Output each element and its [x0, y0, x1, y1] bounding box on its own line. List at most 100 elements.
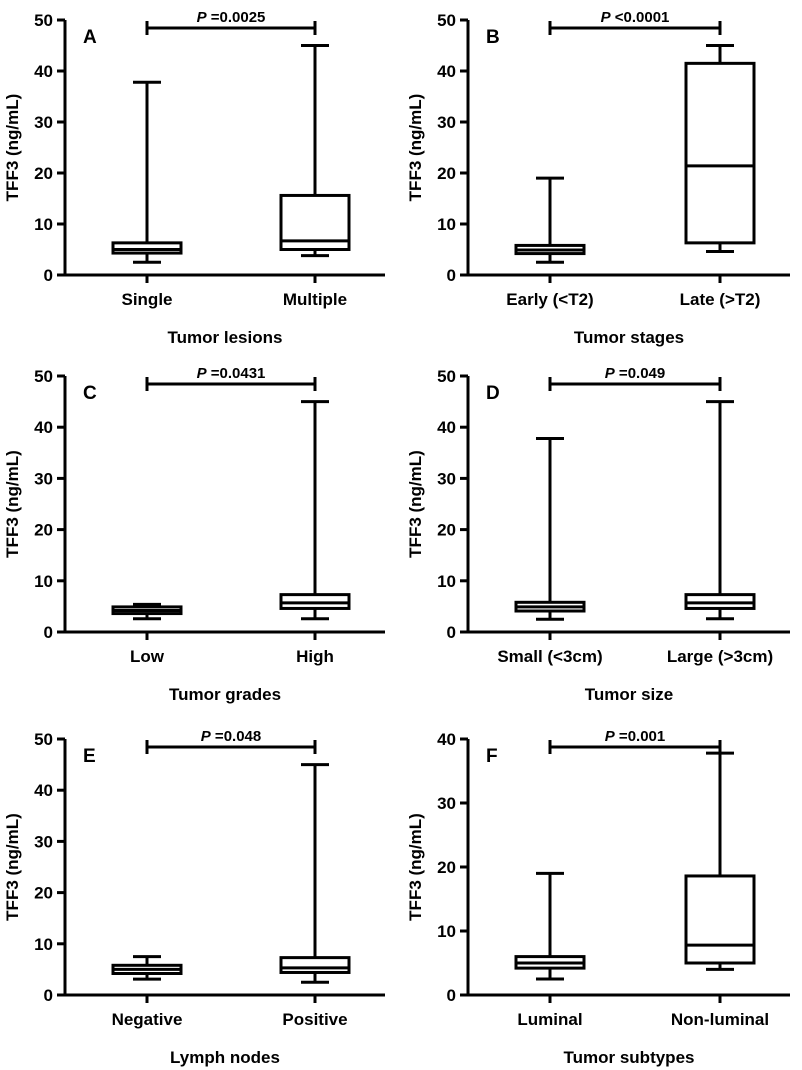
panel-letter: E: [83, 746, 96, 767]
x-tick-label: Multiple: [283, 290, 347, 309]
box-2: [684, 400, 756, 621]
p-value-label: P =0.0431: [197, 365, 266, 382]
y-tick-label: 20: [437, 858, 456, 877]
y-tick-label: 30: [34, 469, 53, 488]
y-tick-label: 30: [437, 794, 456, 813]
p-symbol: P: [201, 728, 212, 745]
y-tick-label: 0: [447, 986, 456, 1005]
y-tick-label: 40: [34, 418, 53, 437]
panel-e: 0 10 20 30 40 50 TFF3 (ng/mL) E Negative Positive…: [3, 728, 385, 1067]
x-tick-label: Large (>3cm): [667, 647, 773, 666]
y-tick-label: 30: [437, 469, 456, 488]
y-tick-label: 50: [437, 367, 456, 386]
y-tick-label: 30: [34, 832, 53, 851]
p-value-label: P =0.001: [605, 728, 665, 745]
y-tick-label: 50: [34, 367, 53, 386]
y-tick-label: 10: [437, 215, 456, 234]
y-tick-label: 10: [437, 922, 456, 941]
box-1: [111, 80, 183, 264]
panel-letter: C: [83, 383, 97, 404]
iqr-box: [111, 241, 183, 255]
x-tick-label: Positive: [282, 1010, 347, 1029]
panel-b: 0 10 20 30 40 50 TFF3 (ng/mL) B Early (<T2) Late …: [406, 9, 790, 347]
y-tick-label: 0: [44, 623, 53, 642]
y-tick-label: 0: [44, 266, 53, 285]
significance-bracket: P =0.0025: [145, 9, 317, 35]
significance-bracket: P <0.0001: [548, 9, 722, 35]
p-symbol: P: [605, 728, 616, 745]
box-1: [514, 436, 586, 621]
significance-bracket: P =0.0431: [145, 365, 317, 391]
box-2: [279, 763, 351, 984]
p-value-text: =0.0431: [207, 365, 266, 382]
box-1: [514, 871, 586, 981]
panel-d: 0 10 20 30 40 50 TFF3 (ng/mL) D Small (<3cm) Larg…: [406, 365, 790, 704]
y-tick-label: 20: [437, 164, 456, 183]
box-2: [279, 44, 351, 258]
x-tick-label: Negative: [112, 1010, 183, 1029]
p-value-label: P =0.048: [201, 728, 261, 745]
box-2: [684, 751, 756, 971]
y-tick-label: 20: [34, 884, 53, 903]
panel-f: 0 10 20 30 40 TFF3 (ng/mL) F Luminal Non-luminal…: [406, 728, 790, 1067]
y-tick-label: 20: [34, 521, 53, 540]
significance-bracket: P =0.049: [548, 365, 722, 391]
y-tick-label: 40: [437, 62, 456, 81]
p-symbol: P: [197, 365, 208, 382]
panel-letter: B: [486, 27, 500, 48]
x-tick-label: Single: [121, 290, 172, 309]
panel-a: 0 10 20 30 40 50 TFF3 (ng/mL) A Single MultipleTu…: [3, 9, 385, 347]
y-tick-label: 0: [44, 986, 53, 1005]
y-tick-label: 10: [34, 215, 53, 234]
y-tick-label: 50: [437, 11, 456, 30]
y-tick-label: 50: [34, 11, 53, 30]
box-2: [279, 400, 351, 621]
y-tick-label: 10: [437, 572, 456, 591]
significance-bracket: P =0.001: [548, 728, 722, 754]
y-axis-label: TFF3 (ng/mL): [3, 813, 22, 921]
y-tick-label: 40: [34, 781, 53, 800]
x-axis-label: Tumor lesions: [168, 328, 283, 347]
panel-letter: A: [83, 27, 97, 48]
y-tick-label: 10: [34, 572, 53, 591]
x-tick-label: Low: [130, 647, 165, 666]
y-tick-label: 40: [437, 418, 456, 437]
p-value-text: =0.0025: [207, 9, 266, 26]
x-axis-label: Lymph nodes: [170, 1048, 280, 1067]
iqr-box: [684, 61, 756, 245]
x-axis-label: Tumor subtypes: [564, 1048, 695, 1067]
p-value-label: P =0.049: [605, 365, 665, 382]
y-tick-label: 50: [34, 730, 53, 749]
x-tick-label: Small (<3cm): [497, 647, 602, 666]
box-1: [514, 176, 586, 264]
y-tick-label: 30: [437, 113, 456, 132]
p-value-label: P =0.0025: [197, 9, 266, 26]
y-tick-label: 20: [437, 521, 456, 540]
y-tick-label: 40: [437, 730, 456, 749]
y-axis-label: TFF3 (ng/mL): [406, 813, 425, 921]
y-tick-label: 0: [447, 623, 456, 642]
panel-letter: D: [486, 383, 500, 404]
p-symbol: P: [605, 365, 616, 382]
y-tick-label: 0: [447, 266, 456, 285]
p-symbol: P: [197, 9, 208, 26]
panel-letter: F: [486, 746, 498, 767]
y-tick-label: 10: [34, 935, 53, 954]
p-value-text: <0.0001: [611, 9, 670, 26]
p-value-label: P <0.0001: [601, 9, 670, 26]
x-axis-label: Tumor size: [585, 685, 673, 704]
significance-bracket: P =0.048: [145, 728, 317, 754]
p-symbol: P: [601, 9, 612, 26]
y-tick-label: 30: [34, 113, 53, 132]
y-axis-label: TFF3 (ng/mL): [406, 450, 425, 558]
box-2: [684, 44, 756, 254]
y-tick-label: 20: [34, 164, 53, 183]
p-value-text: =0.048: [211, 728, 261, 745]
x-tick-label: Late (>T2): [680, 290, 761, 309]
box-1: [111, 955, 183, 981]
y-axis-label: TFF3 (ng/mL): [406, 94, 425, 202]
p-value-text: =0.001: [615, 728, 665, 745]
x-tick-label: Luminal: [517, 1010, 582, 1029]
iqr-box: [684, 874, 756, 965]
